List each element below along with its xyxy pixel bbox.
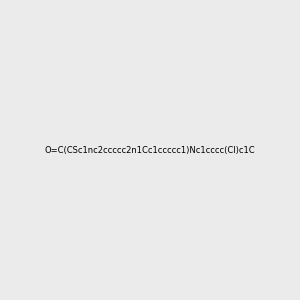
Text: O=C(CSc1nc2ccccc2n1Cc1ccccc1)Nc1cccc(Cl)c1C: O=C(CSc1nc2ccccc2n1Cc1ccccc1)Nc1cccc(Cl)… bbox=[45, 146, 255, 154]
